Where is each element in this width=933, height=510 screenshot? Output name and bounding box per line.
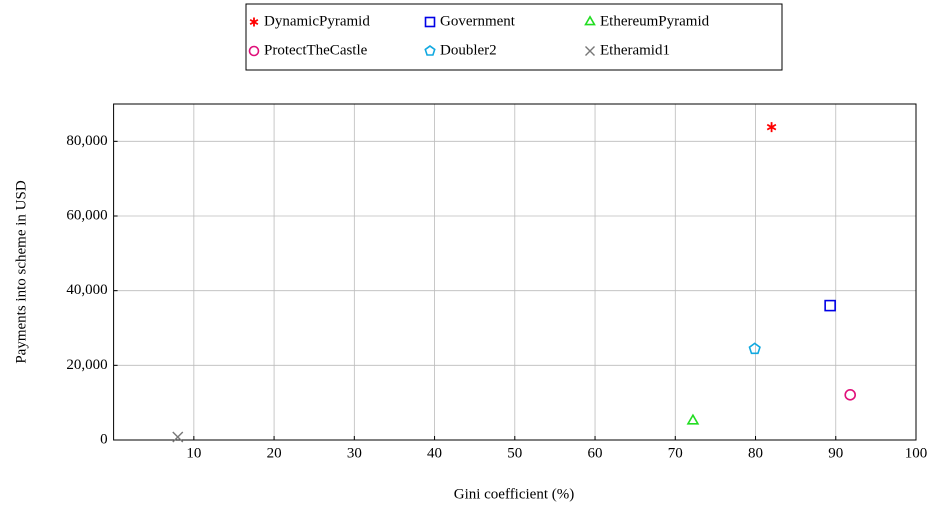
y-axis-label: Payments into scheme in USD — [13, 180, 29, 363]
x-tick-label: 20 — [267, 445, 282, 461]
point — [748, 342, 761, 355]
x-tick-label: 90 — [828, 445, 843, 461]
legend-marker — [584, 15, 596, 26]
plot-frame — [113, 103, 917, 441]
x-tick-label: 70 — [668, 445, 683, 461]
legend-marker — [424, 45, 436, 56]
x-axis-label: Gini coefficient (%) — [454, 486, 575, 502]
legend-box — [245, 3, 783, 71]
y-tick-label: 80,000 — [66, 133, 107, 149]
legend-label: Doubler2 — [440, 42, 497, 58]
x-tick-label: 10 — [186, 445, 201, 461]
y-tick-label: 0 — [100, 431, 108, 447]
y-tick-label: 40,000 — [66, 282, 107, 298]
legend-label: DynamicPyramid — [264, 13, 370, 29]
legend-label: ProtectTheCastle — [264, 42, 368, 58]
x-tick-label: 60 — [588, 445, 603, 461]
x-tick-label: 100 — [905, 445, 928, 461]
legend-marker — [249, 17, 259, 27]
y-tick-label: 20,000 — [66, 357, 107, 373]
legend-label: Etheramid1 — [600, 42, 670, 58]
x-tick-label: 40 — [427, 445, 442, 461]
legend-marker — [424, 16, 436, 28]
point — [824, 299, 836, 312]
x-tick-label: 50 — [507, 445, 522, 461]
x-tick-label: 30 — [347, 445, 362, 461]
point — [766, 122, 777, 133]
point — [172, 431, 184, 443]
legend-label: EthereumPyramid — [600, 13, 710, 29]
legend-label: Government — [440, 13, 516, 29]
point — [686, 413, 700, 425]
point — [844, 389, 857, 401]
x-tick-label: 80 — [748, 445, 763, 461]
legend-marker — [585, 46, 595, 56]
y-tick-label: 60,000 — [66, 207, 107, 223]
legend-marker — [248, 45, 260, 57]
